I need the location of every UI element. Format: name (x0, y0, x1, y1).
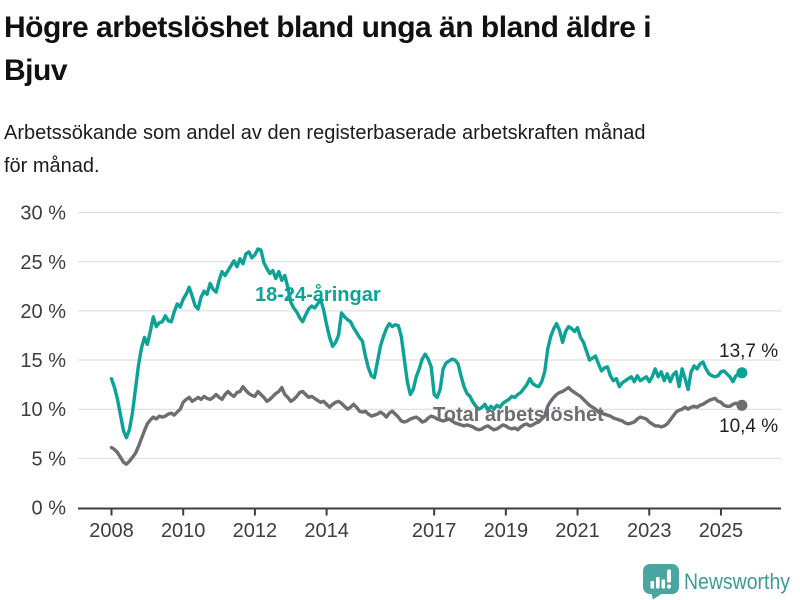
bar-chart-pin-icon (643, 564, 679, 600)
y-axis-tick-label: 5 % (32, 448, 67, 470)
x-axis-tick-label: 2017 (412, 520, 457, 542)
x-axis-tick-label: 2008 (89, 520, 134, 542)
y-axis-tick-label: 30 % (20, 203, 66, 225)
page-subtitle-line1: Arbetssökande som andel av den registerb… (4, 122, 646, 144)
series-label-youth: 18-24-åringar (255, 283, 381, 306)
y-axis-labels: 0 % 5 % 10 % 15 % 20 % 25 % 30 % (20, 203, 66, 520)
y-axis-tick-label: 0 % (32, 498, 67, 520)
series-total-line (109, 384, 744, 466)
page-title-line2: Bjuv (4, 54, 68, 87)
x-axis-tick-label: 2010 (161, 520, 206, 542)
x-axis-tick-label: 2021 (555, 520, 600, 542)
series-youth-line (109, 247, 744, 440)
page-subtitle-line2: för månad. (4, 155, 100, 177)
y-axis-tick-label: 20 % (20, 301, 66, 323)
page-subtitle: Arbetssökande som andel av den registerb… (4, 117, 784, 183)
y-axis-tick-label: 15 % (20, 350, 66, 372)
y-axis-tick-label: 25 % (20, 252, 66, 274)
y-axis-tick-label: 10 % (20, 399, 66, 421)
x-axis-tick-label: 2019 (484, 520, 529, 542)
series-total-endpoint-dot (736, 399, 748, 411)
x-axis-tick-label: 2023 (627, 520, 672, 542)
x-axis-tick-label: 2012 (233, 520, 278, 542)
newsworthy-wordmark: Newsworthy (684, 569, 790, 594)
series-label-total: Total arbetslöshet (433, 404, 604, 426)
value-label-youth: 13,7 % (719, 341, 778, 362)
value-label-total: 10,4 % (719, 416, 778, 437)
newsworthy-logo[interactable]: Newsworthy (638, 560, 796, 600)
x-axis: 2008 2010 2012 2014 2017 2019 2021 2023 2025 (78, 507, 781, 542)
series-youth-endpoint-dot (736, 367, 748, 379)
x-axis-tick-label: 2014 (304, 520, 349, 542)
gridlines (78, 212, 781, 459)
page-title: Högre arbetslöshet bland unga än bland ä… (4, 6, 800, 92)
page-title-line1: Högre arbetslöshet bland unga än bland ä… (4, 11, 652, 44)
x-axis-tick-label: 2025 (699, 520, 744, 542)
